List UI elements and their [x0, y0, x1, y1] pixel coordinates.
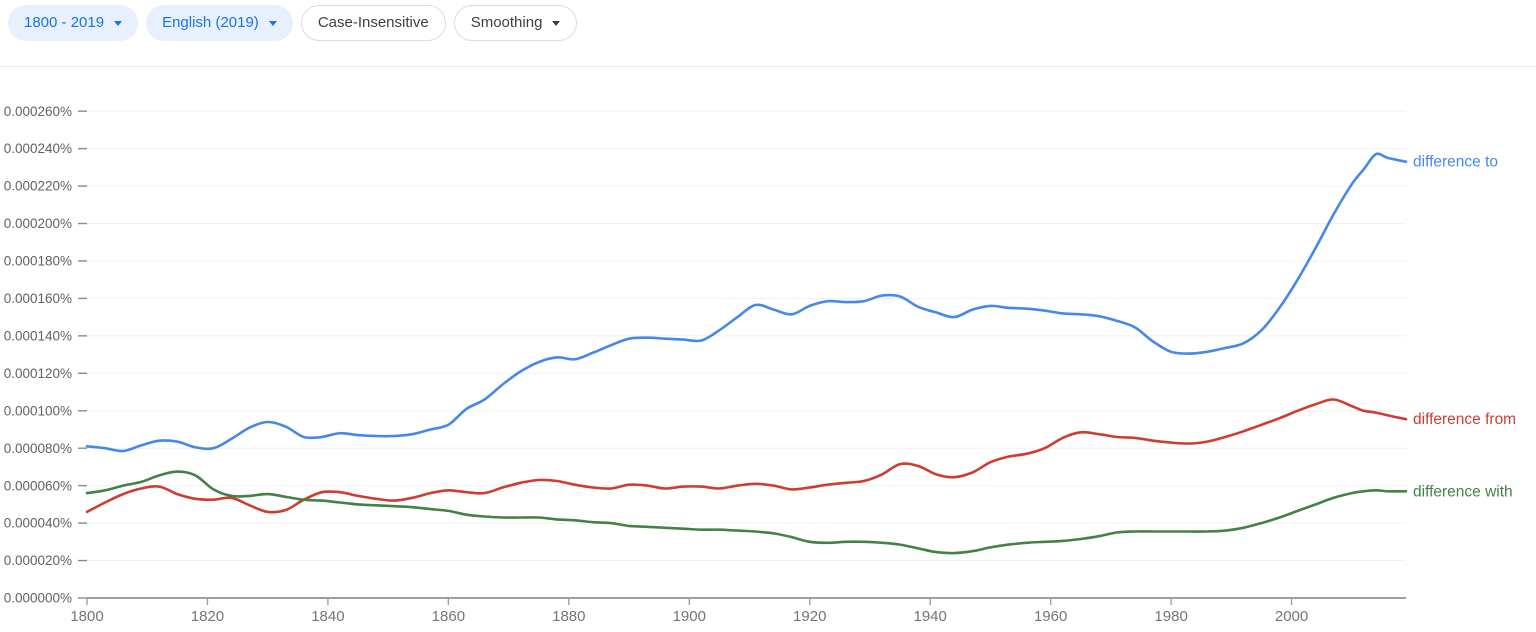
corpus-button[interactable]: English (2019) — [146, 5, 293, 41]
y-tick-label: 0.000060% — [4, 478, 72, 493]
y-tick-label: 0.000140% — [4, 328, 72, 343]
x-tick-label: 1920 — [793, 608, 826, 625]
y-tick-label: 0.000160% — [4, 291, 72, 306]
case-insensitive-button[interactable]: Case-Insensitive — [300, 5, 446, 41]
x-tick-label: 1820 — [191, 608, 224, 625]
year-range-button[interactable]: 1800 - 2019 — [8, 5, 139, 41]
y-tick-label: 0.000100% — [4, 403, 72, 418]
x-tick-label: 1900 — [673, 608, 706, 625]
y-tick-label: 0.000260% — [4, 104, 72, 119]
toolbar: 1800 - 2019 English (2019) Case-Insensit… — [8, 5, 585, 41]
series-line-difference-with[interactable] — [85, 470, 1408, 555]
chevron-down-icon — [268, 20, 277, 26]
y-tick-label: 0.000220% — [4, 179, 72, 194]
series-line-difference-from[interactable] — [85, 398, 1408, 514]
series-label-difference-from: difference from — [1413, 411, 1516, 428]
series-label-difference-with: difference with — [1413, 483, 1513, 500]
y-tick-label: 0.000180% — [4, 254, 72, 269]
y-tick-label: 0.000080% — [4, 441, 72, 456]
x-tick-label: 1800 — [70, 608, 103, 625]
year-range-label: 1800 - 2019 — [24, 14, 105, 31]
y-tick-label: 0.000040% — [4, 516, 72, 531]
x-tick-label: 2000 — [1275, 608, 1308, 625]
x-tick-label: 1860 — [432, 608, 465, 625]
series-line-difference-to[interactable] — [85, 152, 1408, 453]
y-tick-label: 0.000000% — [4, 591, 72, 606]
x-tick-label: 1840 — [311, 608, 344, 625]
y-tick-label: 0.000120% — [4, 366, 72, 381]
smoothing-label: Smoothing — [470, 14, 543, 31]
smoothing-button[interactable]: Smoothing — [453, 5, 578, 41]
y-tick-label: 0.000240% — [4, 141, 72, 156]
x-tick-label: 1940 — [914, 608, 947, 625]
corpus-label: English (2019) — [162, 14, 259, 31]
toolbar-divider — [0, 66, 1536, 67]
y-tick-label: 0.000200% — [4, 216, 72, 231]
chevron-down-icon — [114, 20, 123, 26]
case-insensitive-label: Case-Insensitive — [317, 14, 429, 31]
series-label-difference-to: difference to — [1413, 154, 1498, 171]
x-tick-label: 1980 — [1154, 608, 1187, 625]
y-tick-label: 0.000020% — [4, 553, 72, 568]
x-tick-label: 1880 — [552, 608, 585, 625]
x-tick-label: 1960 — [1034, 608, 1067, 625]
chevron-down-icon — [552, 20, 561, 26]
